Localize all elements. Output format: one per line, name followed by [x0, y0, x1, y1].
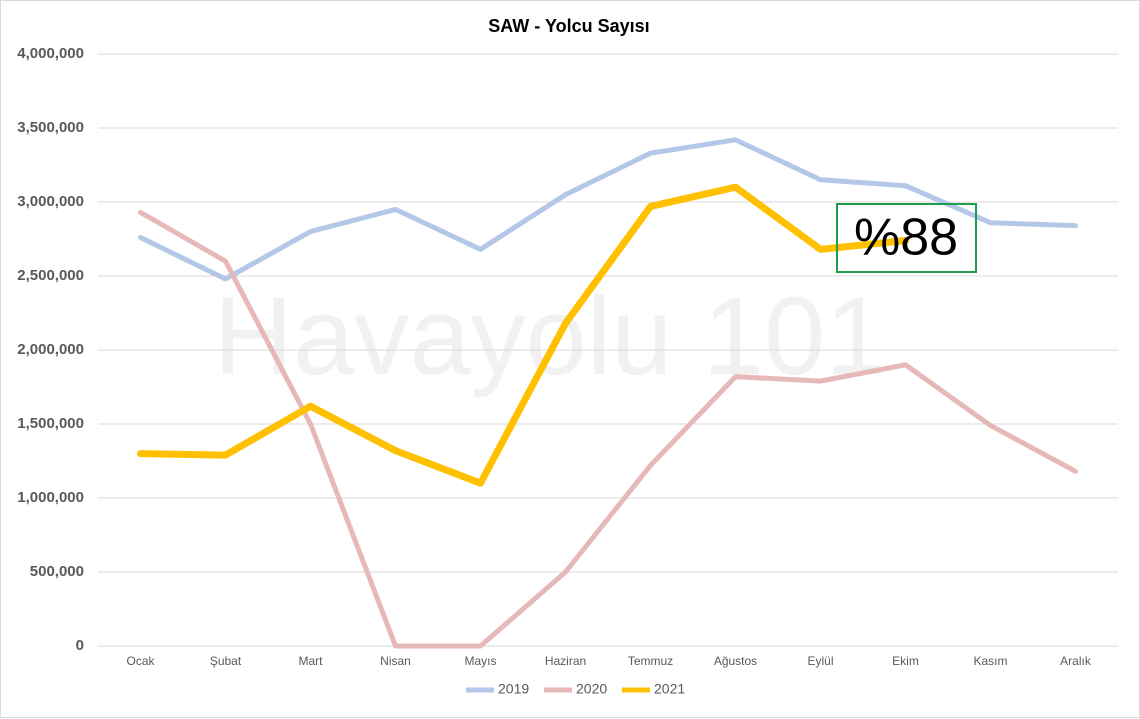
series-line [137, 183, 909, 487]
y-tick-label: 3,000,000 [17, 193, 84, 210]
series-line [138, 137, 1078, 282]
x-tick-label: Ağustos [714, 654, 757, 668]
annotation: %88 [854, 209, 958, 267]
y-tick-label: 4,000,000 [17, 45, 84, 62]
y-tick-label: 1,500,000 [17, 415, 84, 432]
x-tick-label: Aralık [1060, 654, 1092, 668]
series-line [138, 209, 1078, 649]
y-tick-label: 3,500,000 [17, 119, 84, 136]
x-tick-label: Nisan [380, 654, 411, 668]
x-tick-label: Mart [299, 654, 324, 668]
legend-label: 2019 [498, 681, 529, 697]
x-tick-label: Eylül [807, 654, 833, 668]
x-tick-label: Temmuz [628, 654, 673, 668]
annotation-box [836, 203, 977, 273]
y-tick-label: 1,000,000 [17, 489, 84, 506]
x-tick-label: Kasım [973, 654, 1007, 668]
x-tick-label: Mayıs [464, 654, 496, 668]
y-tick-label: 500,000 [30, 563, 84, 580]
x-tick-label: Ekim [892, 654, 919, 668]
x-tick-label: Ocak [126, 654, 155, 668]
chart-title: SAW - Yolcu Sayısı [488, 16, 649, 36]
legend-label: 2020 [576, 681, 607, 697]
y-tick-label: 0 [76, 637, 84, 654]
y-tick-label: 2,000,000 [17, 341, 84, 358]
x-tick-label: Haziran [545, 654, 586, 668]
y-tick-label: 2,500,000 [17, 267, 84, 284]
x-tick-label: Şubat [210, 654, 242, 668]
legend-label: 2021 [654, 681, 685, 697]
